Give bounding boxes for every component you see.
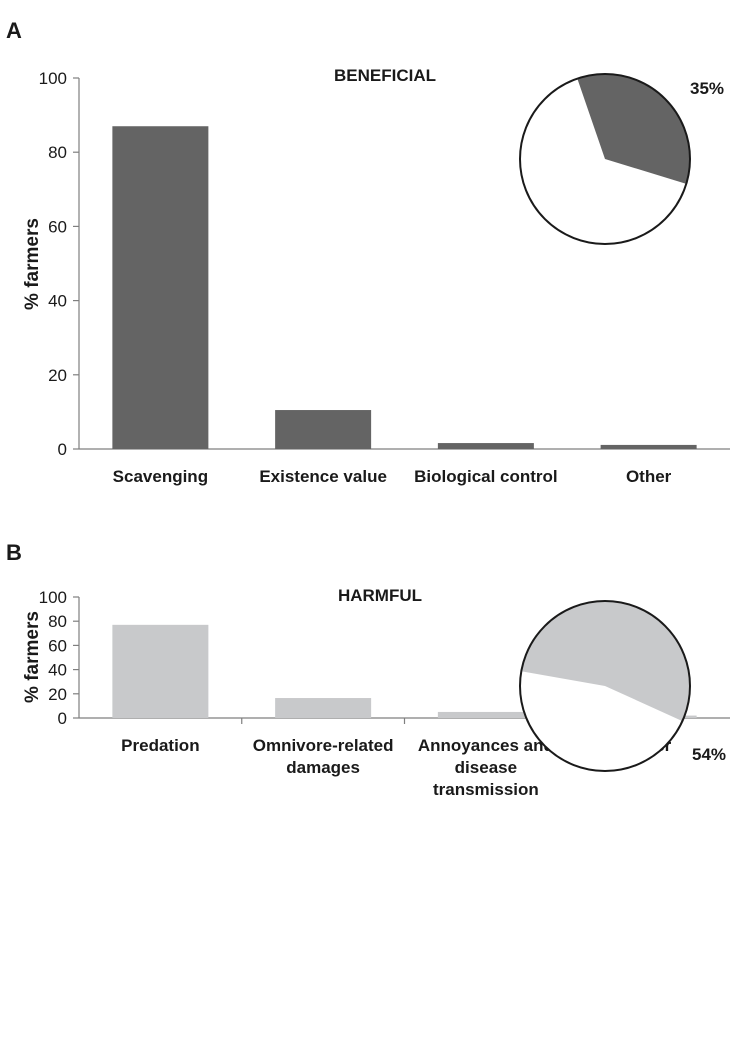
category-labels-a: Scavenging Existence value Biological cont…	[113, 467, 672, 486]
bar-2	[275, 698, 372, 718]
panel-letter-b: B	[6, 540, 22, 565]
y-tick-labels-b: 0 20 40 60 80 100	[39, 588, 67, 728]
y-tick-label: 0	[58, 709, 67, 728]
pie-outline	[519, 73, 691, 245]
bar-2	[275, 410, 372, 449]
category-label: Existence value	[259, 467, 387, 486]
y-axis-label-b: % farmers	[22, 611, 43, 703]
category-label: Other	[626, 467, 672, 486]
y-tick-label: 60	[48, 217, 67, 236]
panel-letter-a: A	[6, 18, 22, 43]
category-label: Annoyances and disease transmission	[418, 736, 554, 799]
chart-title-beneficial: BENEFICIAL	[334, 66, 436, 85]
pie-percent-label: 35%	[690, 79, 724, 98]
bar-3	[437, 443, 534, 449]
y-tick-label: 20	[48, 685, 67, 704]
bars-a	[112, 126, 697, 449]
y-tick-label: 100	[39, 588, 67, 607]
pie-percent-label: 54%	[692, 745, 726, 764]
y-tick-labels-a: 0 20 40 60 80 100	[39, 69, 67, 459]
y-axis-label-a: % farmers	[22, 218, 43, 310]
bar-1	[112, 624, 209, 718]
pie-slice-highlight	[577, 74, 690, 184]
bars-b	[112, 624, 697, 718]
panel-b-harmful: B HARMFUL % farmers 0 20 40 60 80 100 Predati…	[6, 540, 730, 799]
category-label: Biological control	[414, 467, 558, 486]
y-tick-label: 0	[58, 440, 67, 459]
y-tick-label: 20	[48, 366, 67, 385]
inset-pie-b: 54%	[519, 600, 726, 772]
y-tick-label: 40	[48, 661, 67, 680]
bar-1	[112, 126, 209, 449]
inset-pie-a: 35%	[519, 73, 724, 245]
y-tick-label: 80	[48, 143, 67, 162]
chart-title-harmful: HARMFUL	[338, 586, 422, 605]
y-tick-label: 80	[48, 612, 67, 631]
pie-outline	[519, 600, 691, 772]
y-tick-label: 40	[48, 292, 67, 311]
bar-3	[437, 711, 534, 718]
y-tick-label: 100	[39, 69, 67, 88]
pie-slice-highlight	[521, 601, 690, 722]
category-label: Scavenging	[113, 467, 208, 486]
category-label: Omnivore-related damages	[253, 736, 394, 777]
panel-a-beneficial: A BENEFICIAL % farmers 0 20 40 60 80 100 Scav…	[6, 18, 730, 486]
bar-4	[600, 444, 697, 449]
y-tick-label: 60	[48, 636, 67, 655]
category-label: Predation	[121, 736, 199, 755]
category-labels-b: Predation Omnivore-related damages Annoyanc…	[121, 736, 672, 799]
